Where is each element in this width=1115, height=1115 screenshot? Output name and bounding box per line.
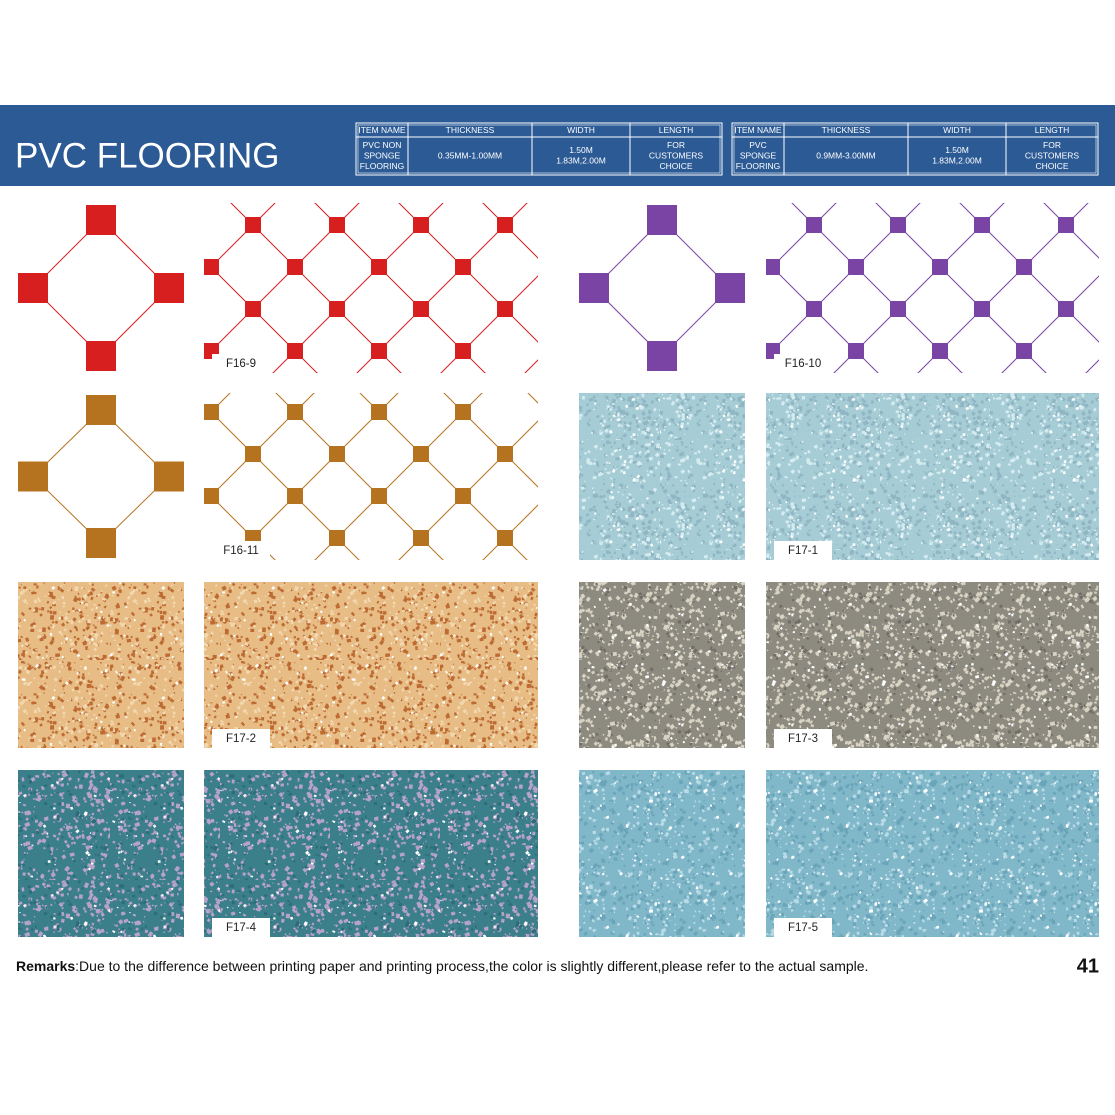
header-band (0, 105, 1115, 186)
tile-square (86, 205, 116, 235)
table-header-cell: ITEM NAME (358, 125, 406, 135)
sample-floor (204, 203, 538, 373)
sample-code: F17-1 (788, 545, 818, 557)
sample-code: F17-3 (788, 733, 818, 745)
sample-label-box (212, 729, 270, 748)
table-cell: SPONGE (364, 150, 401, 160)
table-header-cell: THICKNESS (822, 125, 871, 135)
page-number: 41 (1077, 955, 1099, 977)
sample-label-box (774, 541, 832, 560)
sample-label-box (774, 729, 832, 748)
sample-tile (579, 393, 745, 560)
sample-label-box (212, 918, 270, 937)
tile-square (715, 273, 745, 303)
table-border (731, 122, 1099, 176)
tile-square (154, 461, 184, 492)
table-cell: FLOORING (360, 161, 404, 171)
table-cell: CHOICE (1035, 161, 1068, 171)
table-cell: PVC NON (363, 140, 402, 150)
sample-tile (18, 582, 184, 748)
sample-floor (204, 582, 538, 748)
table-cell: 0.9MM-3.00MM (816, 150, 876, 160)
table-cell: 0.35MM-1.00MM (438, 150, 502, 160)
table-header-cell: LENGTH (1035, 125, 1069, 135)
sample-code: F16-9 (226, 358, 256, 370)
tile-square (647, 205, 677, 235)
table-cell: SPONGE (740, 150, 777, 160)
remarks-label: Remarks (16, 958, 75, 974)
tile-square (579, 273, 609, 303)
table-cell: CUSTOMERS (1025, 150, 1079, 160)
table-header-cell: THICKNESS (446, 125, 495, 135)
table-cell: 1.83M,2.00M (932, 156, 982, 166)
tile-square (18, 273, 48, 303)
sample-label-box (212, 541, 270, 560)
sample-floor (204, 770, 538, 937)
remarks: Remarks:Due to the difference between pr… (16, 958, 868, 974)
remarks-text: :Due to the difference between printing … (75, 958, 868, 974)
tile-square (86, 341, 116, 371)
sample-floor (766, 393, 1099, 560)
sample-code: F16-11 (223, 545, 259, 557)
sample-floor (766, 770, 1099, 937)
tile-square (86, 395, 116, 425)
table-border (355, 122, 723, 176)
table-cell: CHOICE (659, 161, 692, 171)
table-cell: FOR (1043, 140, 1061, 150)
tile-square (154, 273, 184, 303)
table-inner-border (357, 124, 721, 174)
sample-tile (579, 582, 745, 748)
page-title: PVC FLOORING (15, 136, 279, 175)
tile-square (647, 341, 677, 371)
table-header-cell: WIDTH (567, 125, 595, 135)
sample-tile (18, 770, 184, 937)
sample-code: F16-10 (785, 358, 821, 370)
table-cell: PVC (749, 140, 766, 150)
table-cell: 1.50M (569, 145, 593, 155)
table-cell: FOR (667, 140, 685, 150)
sample-floor (766, 582, 1099, 748)
table-header-cell: LENGTH (659, 125, 693, 135)
table-inner-border (733, 124, 1097, 174)
table-cell: FLOORING (736, 161, 780, 171)
table-header-cell: ITEM NAME (734, 125, 782, 135)
sample-label-box (212, 354, 270, 373)
sample-code: F17-2 (226, 733, 256, 745)
table-header-cell: WIDTH (943, 125, 971, 135)
table-cell: 1.83M,2.00M (556, 156, 606, 166)
sample-floor (766, 203, 1099, 373)
sample-label-box (774, 354, 832, 373)
sample-floor (204, 393, 538, 560)
sample-code: F17-5 (788, 922, 818, 934)
table-cell: CUSTOMERS (649, 150, 703, 160)
sample-tile (579, 770, 745, 937)
sample-label-box (774, 918, 832, 937)
tile-square (18, 461, 48, 492)
tile-square (86, 528, 116, 558)
sample-code: F17-4 (226, 922, 257, 934)
table-cell: 1.50M (945, 145, 969, 155)
